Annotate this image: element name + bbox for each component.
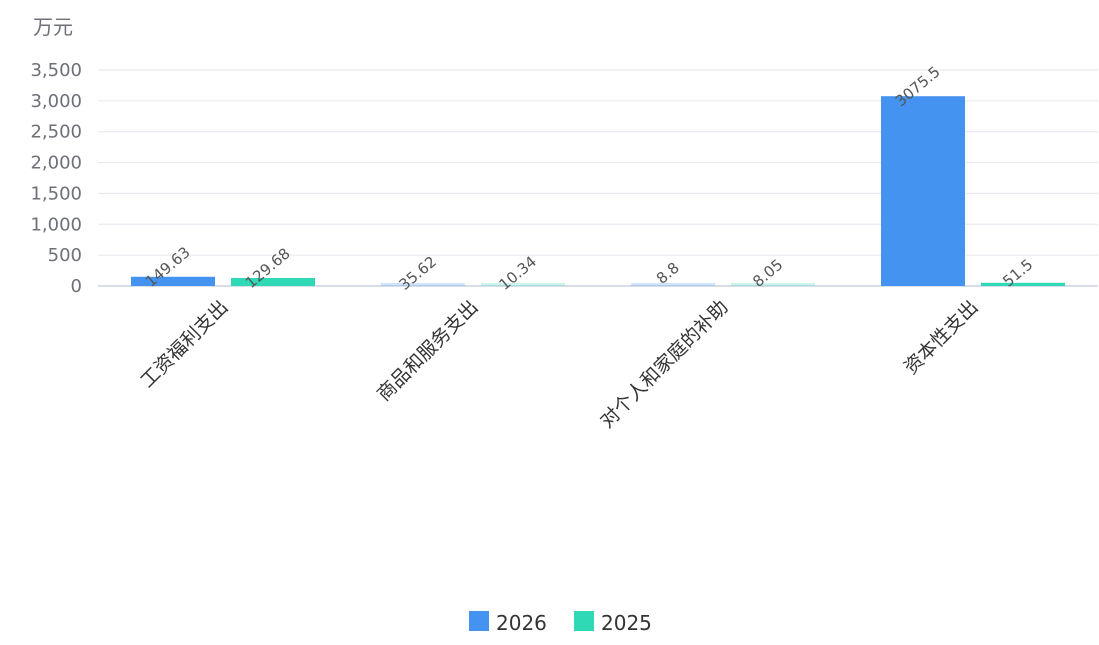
legend-label: 2025 xyxy=(601,611,652,635)
bar-2025-0[interactable] xyxy=(231,277,315,286)
y-axis-unit-label: 万元 xyxy=(33,15,73,39)
x-tick-label-2: 对个人和家庭的补助 xyxy=(596,296,732,432)
legend-label: 2026 xyxy=(496,611,547,635)
bar-2025-3[interactable] xyxy=(981,282,1065,286)
y-tick-label: 500 xyxy=(48,245,82,266)
y-axis: 0 500 1,000 1,500 2,000 2,500 3,000 3,500 xyxy=(30,60,82,297)
bars xyxy=(131,96,1065,286)
y-tick-label: 2,500 xyxy=(30,122,82,143)
legend-item-2025[interactable]: 2025 xyxy=(574,611,652,635)
bar-2026-3[interactable] xyxy=(881,96,965,286)
bar-2025-2[interactable] xyxy=(731,283,815,286)
y-tick-label: 2,000 xyxy=(30,153,82,174)
legend-swatch xyxy=(574,611,594,631)
y-tick-label: 1,000 xyxy=(30,214,82,235)
data-label-2026-1: 35.62 xyxy=(396,252,440,293)
y-tick-label: 3,000 xyxy=(30,91,82,112)
x-tick-label-0: 工资福利支出 xyxy=(136,296,232,392)
legend: 2026 2025 xyxy=(469,611,652,635)
bar-2026-2[interactable] xyxy=(631,283,715,286)
bar-2026-0[interactable] xyxy=(131,276,215,286)
legend-swatch xyxy=(469,611,489,631)
y-tick-label: 0 xyxy=(71,276,82,297)
x-tick-label-3: 资本性支出 xyxy=(900,296,983,379)
x-tick-label-1: 商品和服务支出 xyxy=(373,296,483,406)
bar-2025-1[interactable] xyxy=(481,283,565,286)
legend-item-2026[interactable]: 2026 xyxy=(469,611,547,635)
y-tick-label: 3,500 xyxy=(30,60,82,81)
y-tick-label: 1,500 xyxy=(30,183,82,204)
x-axis: 工资福利支出 商品和服务支出 对个人和家庭的补助 资本性支出 xyxy=(136,296,982,432)
bar-2026-1[interactable] xyxy=(381,283,465,286)
data-label-2025-1: 10.34 xyxy=(496,252,540,293)
